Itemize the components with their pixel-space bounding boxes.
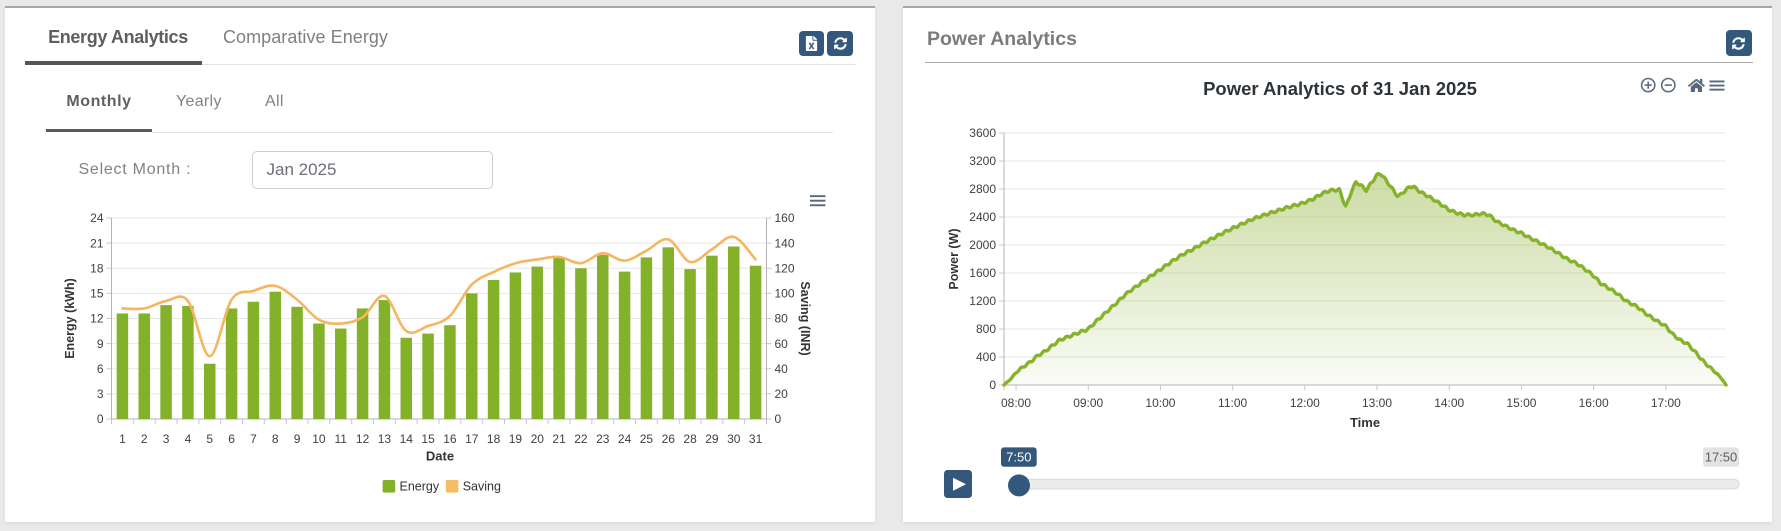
- svg-text:17: 17: [465, 432, 479, 446]
- svg-text:17:50: 17:50: [1705, 450, 1738, 465]
- svg-text:3: 3: [97, 387, 104, 401]
- svg-text:7:50: 7:50: [1006, 450, 1031, 465]
- svg-text:22: 22: [574, 432, 588, 446]
- svg-text:21: 21: [90, 236, 104, 250]
- svg-text:19: 19: [509, 432, 523, 446]
- svg-text:Power (W): Power (W): [947, 228, 961, 289]
- svg-text:Energy (kWh): Energy (kWh): [63, 278, 77, 359]
- svg-text:400: 400: [976, 350, 996, 364]
- svg-text:30: 30: [727, 432, 741, 446]
- svg-text:Time: Time: [1350, 415, 1380, 430]
- svg-text:12:00: 12:00: [1290, 396, 1320, 410]
- svg-text:0: 0: [97, 412, 104, 426]
- svg-text:40: 40: [775, 362, 789, 376]
- svg-text:2800: 2800: [969, 182, 996, 196]
- svg-text:800: 800: [976, 322, 996, 336]
- svg-text:10: 10: [312, 432, 326, 446]
- svg-text:08:00: 08:00: [1001, 396, 1031, 410]
- svg-text:16:00: 16:00: [1579, 396, 1609, 410]
- svg-text:23: 23: [596, 432, 610, 446]
- svg-text:14:00: 14:00: [1434, 396, 1464, 410]
- svg-text:Saving (INR): Saving (INR): [798, 281, 812, 355]
- svg-text:10:00: 10:00: [1145, 396, 1175, 410]
- svg-text:13:00: 13:00: [1362, 396, 1392, 410]
- svg-text:9: 9: [97, 337, 104, 351]
- svg-text:16: 16: [443, 432, 457, 446]
- svg-text:8: 8: [272, 432, 279, 446]
- svg-text:11:00: 11:00: [1218, 396, 1247, 410]
- svg-text:4: 4: [185, 432, 192, 446]
- svg-text:160: 160: [775, 211, 795, 225]
- svg-text:6: 6: [97, 362, 104, 376]
- svg-text:2000: 2000: [969, 238, 996, 252]
- svg-text:15:00: 15:00: [1506, 396, 1536, 410]
- svg-text:21: 21: [552, 432, 566, 446]
- svg-text:20: 20: [531, 432, 545, 446]
- svg-text:6: 6: [228, 432, 235, 446]
- svg-text:Saving: Saving: [463, 480, 501, 494]
- svg-text:2400: 2400: [969, 210, 996, 224]
- svg-text:12: 12: [356, 432, 370, 446]
- svg-text:1200: 1200: [969, 294, 996, 308]
- svg-text:Date: Date: [426, 449, 454, 464]
- svg-text:5: 5: [206, 432, 213, 446]
- svg-text:120: 120: [775, 261, 795, 275]
- svg-text:12: 12: [90, 312, 104, 326]
- svg-text:15: 15: [90, 287, 104, 301]
- svg-text:28: 28: [683, 432, 697, 446]
- svg-text:29: 29: [705, 432, 719, 446]
- svg-text:09:00: 09:00: [1073, 396, 1103, 410]
- svg-text:14: 14: [400, 432, 414, 446]
- svg-text:7: 7: [250, 432, 257, 446]
- svg-text:24: 24: [90, 211, 104, 225]
- svg-text:3600: 3600: [969, 126, 996, 140]
- svg-text:3: 3: [163, 432, 170, 446]
- svg-text:13: 13: [378, 432, 392, 446]
- svg-text:26: 26: [662, 432, 676, 446]
- svg-text:17:00: 17:00: [1651, 396, 1681, 410]
- svg-text:80: 80: [775, 312, 789, 326]
- svg-text:2: 2: [141, 432, 148, 446]
- svg-text:Energy: Energy: [400, 480, 440, 494]
- svg-text:18: 18: [487, 432, 501, 446]
- svg-text:0: 0: [989, 378, 996, 392]
- svg-text:24: 24: [618, 432, 632, 446]
- svg-text:140: 140: [775, 236, 795, 250]
- svg-text:1: 1: [119, 432, 126, 446]
- svg-text:20: 20: [775, 387, 789, 401]
- svg-text:60: 60: [775, 337, 789, 351]
- svg-text:9: 9: [294, 432, 301, 446]
- svg-text:0: 0: [775, 412, 782, 426]
- svg-text:3200: 3200: [969, 154, 996, 168]
- svg-text:25: 25: [640, 432, 654, 446]
- svg-text:11: 11: [335, 432, 348, 446]
- svg-text:Power Analytics of 31 Jan 2025: Power Analytics of 31 Jan 2025: [1203, 78, 1477, 99]
- svg-text:15: 15: [421, 432, 435, 446]
- svg-text:31: 31: [749, 432, 763, 446]
- svg-text:18: 18: [90, 261, 104, 275]
- svg-text:1600: 1600: [969, 266, 996, 280]
- svg-text:100: 100: [775, 287, 795, 301]
